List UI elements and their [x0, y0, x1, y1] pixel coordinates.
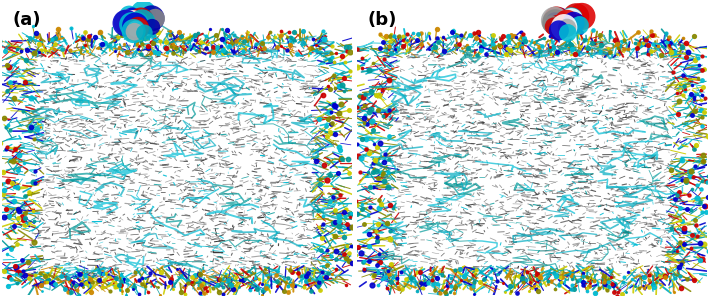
Point: [129, 29, 140, 34]
Point: [551, 17, 562, 22]
Point: [121, 21, 132, 26]
Point: [574, 23, 585, 28]
Point: [548, 24, 559, 29]
Point: [552, 20, 563, 25]
Point: [127, 18, 138, 23]
Point: [566, 17, 577, 21]
Point: [139, 30, 150, 35]
Point: [133, 19, 144, 24]
Point: [556, 20, 567, 25]
Point: [549, 18, 560, 23]
Point: [576, 14, 588, 19]
Point: [133, 26, 144, 30]
Point: [570, 14, 581, 19]
Point: [137, 20, 148, 25]
Point: [562, 26, 573, 30]
Point: [549, 20, 561, 24]
Point: [150, 16, 161, 21]
Point: [146, 16, 157, 21]
Point: [138, 11, 149, 15]
Point: [559, 25, 570, 30]
Text: (b): (b): [367, 11, 396, 29]
Point: [549, 20, 561, 25]
Point: [566, 17, 577, 22]
Point: [130, 23, 141, 28]
Point: [123, 13, 135, 18]
Point: [545, 22, 557, 26]
Point: [573, 20, 584, 25]
Point: [561, 20, 572, 25]
Point: [129, 22, 140, 26]
Point: [553, 28, 564, 33]
Point: [549, 16, 561, 20]
Point: [134, 25, 145, 30]
Point: [554, 14, 566, 19]
Point: [562, 31, 574, 35]
Text: (a): (a): [13, 11, 41, 29]
Point: [126, 14, 138, 19]
Point: [130, 23, 142, 27]
Point: [121, 20, 132, 25]
Point: [147, 24, 158, 29]
Point: [135, 18, 147, 23]
Point: [128, 29, 139, 34]
Point: [130, 26, 141, 31]
Point: [125, 22, 137, 27]
Point: [568, 20, 579, 25]
